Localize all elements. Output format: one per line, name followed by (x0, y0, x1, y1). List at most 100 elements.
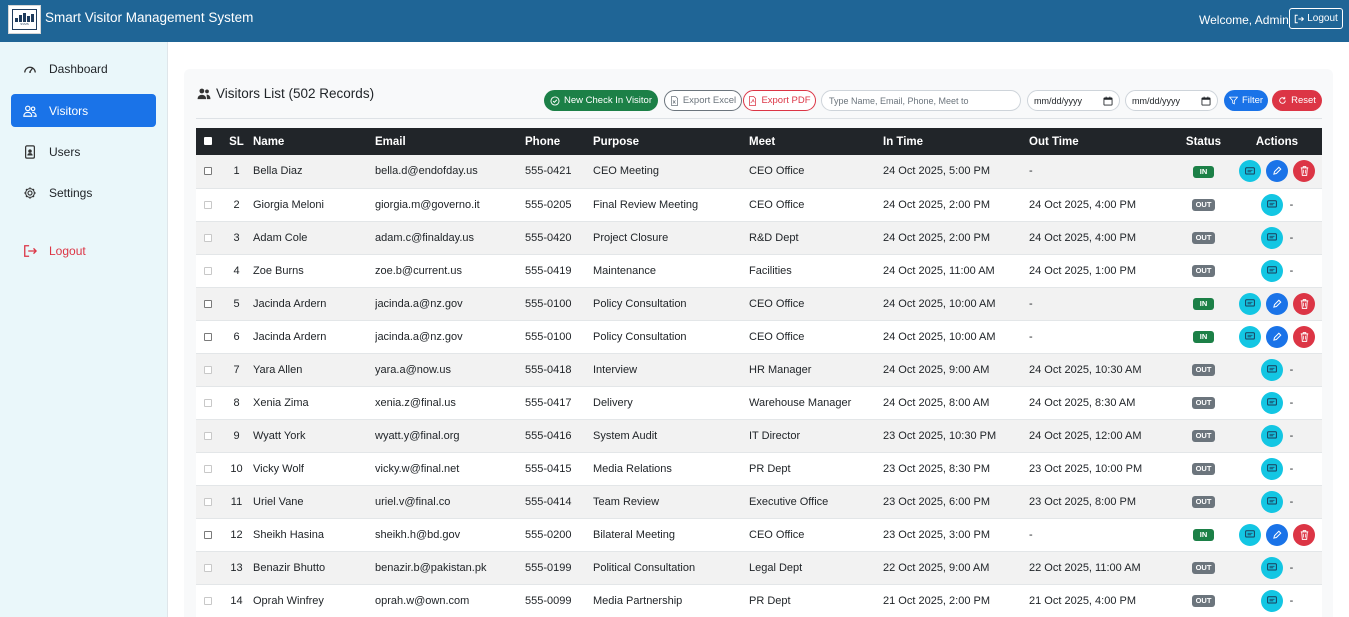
table-row[interactable]: 5 Jacinda Ardern jacinda.a@nz.gov 555-0100 P… (196, 287, 1322, 321)
cell-name: Xenia Zima (253, 386, 375, 420)
column-header-email: Email (375, 128, 525, 155)
row-checkbox[interactable] (204, 233, 212, 242)
row-actions: - (1232, 424, 1322, 447)
view-message-button[interactable] (1260, 490, 1283, 513)
cell-meet: PR Dept (749, 452, 883, 486)
export-pdf-button[interactable]: Export PDF (743, 90, 816, 111)
view-message-button[interactable] (1239, 325, 1261, 348)
delete-button[interactable] (1293, 523, 1315, 546)
cell-actions (1232, 155, 1322, 189)
view-message-button[interactable] (1260, 193, 1283, 216)
people-icon (22, 103, 38, 119)
table-row[interactable]: 3 Adam Cole adam.c@finalday.us 555-0420 Proj… (196, 221, 1322, 255)
sidebar-item-label: Dashboard (49, 61, 108, 76)
edit-button[interactable] (1266, 325, 1288, 348)
row-actions: - (1232, 490, 1322, 513)
trash-icon (1300, 331, 1309, 342)
cell-meet: Executive Office (749, 485, 883, 519)
sidebar-item-users[interactable]: Users (11, 135, 156, 168)
date-to-input[interactable]: mm/dd/yyyy (1125, 90, 1218, 111)
sidebar-item-label: Visitors (49, 103, 89, 118)
edit-button[interactable] (1266, 292, 1288, 315)
export-excel-button[interactable]: Export Excel (664, 90, 742, 111)
table-row[interactable]: 7 Yara Allen yara.a@now.us 555-0418 Intervie… (196, 353, 1322, 387)
sidebar-item-visitors[interactable]: Visitors (11, 94, 156, 127)
row-checkbox[interactable] (204, 365, 212, 374)
table-row[interactable]: 8 Xenia Zima xenia.z@final.us 555-0417 Deliv… (196, 386, 1322, 420)
search-input[interactable]: Type Name, Email, Phone, Meet to (821, 90, 1021, 111)
row-checkbox[interactable] (204, 431, 212, 440)
search-placeholder: Type Name, Email, Phone, Meet to (829, 95, 969, 106)
edit-button[interactable] (1266, 523, 1288, 546)
row-checkbox[interactable] (204, 497, 212, 506)
sidebar-item-dashboard[interactable]: Dashboard (11, 52, 156, 85)
table-row[interactable]: 9 Wyatt York wyatt.y@final.org 555-0416 Syst… (196, 419, 1322, 453)
table-row[interactable]: 13 Benazir Bhutto benazir.b@pakistan.pk 555… (196, 551, 1322, 585)
view-message-button[interactable] (1239, 160, 1261, 183)
cell-in-time: 23 Oct 2025, 10:30 PM (883, 419, 1029, 453)
row-checkbox[interactable] (204, 398, 212, 407)
date-from-input[interactable]: mm/dd/yyyy (1027, 90, 1120, 111)
table-row[interactable]: 6 Jacinda Ardern jacinda.a@nz.gov 555-0100 P… (196, 320, 1322, 354)
row-checkbox[interactable] (204, 563, 212, 572)
view-message-button[interactable] (1239, 292, 1261, 315)
table-row[interactable]: 2 Giorgia Meloni giorgia.m@governo.it 555-0… (196, 188, 1322, 222)
view-message-button[interactable] (1260, 424, 1283, 447)
row-checkbox[interactable] (204, 266, 212, 275)
table-row[interactable]: 14 Oprah Winfrey oprah.w@own.com 555-0099 Me… (196, 584, 1322, 617)
delete-button[interactable] (1293, 325, 1315, 348)
cell-purpose: Final Review Meeting (593, 188, 749, 222)
column-header-status: Status (1175, 128, 1232, 155)
row-checkbox[interactable] (204, 200, 212, 209)
calendar-icon[interactable] (1103, 96, 1113, 106)
view-message-button[interactable] (1260, 457, 1283, 480)
status-badge: IN (1193, 165, 1214, 178)
row-checkbox[interactable] (204, 464, 212, 473)
table-row[interactable]: 12 Sheikh Hasina sheikh.h@bd.gov 555-0200 Bi… (196, 518, 1322, 552)
table-row[interactable]: 4 Zoe Burns zoe.b@current.us 555-0419 Mainte… (196, 254, 1322, 288)
new-check-in-label: New Check In Visitor (564, 95, 652, 106)
cell-status: IN (1175, 518, 1232, 552)
row-select-cell (196, 485, 220, 519)
cell-phone: 555-0420 (525, 221, 593, 255)
cell-phone: 555-0414 (525, 485, 593, 519)
sidebar: Dashboard Visitors Users Settings Logout (0, 42, 168, 617)
reset-button[interactable]: Reset (1272, 90, 1322, 111)
cell-phone: 555-0417 (525, 386, 593, 420)
cell-name: Bella Diaz (253, 155, 375, 189)
cell-meet: R&D Dept (749, 221, 883, 255)
calendar-icon[interactable] (1201, 96, 1211, 106)
view-message-button[interactable] (1260, 358, 1283, 381)
cell-phone: 555-0200 (525, 518, 593, 552)
view-message-button[interactable] (1239, 523, 1261, 546)
new-check-in-button[interactable]: New Check In Visitor (544, 90, 658, 111)
row-checkbox[interactable] (204, 167, 212, 176)
table-row[interactable]: 11 Uriel Vane uriel.v@final.co 555-0414 Team… (196, 485, 1322, 519)
view-message-button[interactable] (1260, 589, 1283, 612)
view-message-button[interactable] (1260, 226, 1283, 249)
view-message-button[interactable] (1260, 259, 1283, 282)
cell-actions (1232, 518, 1322, 552)
filter-button[interactable]: Filter (1224, 90, 1268, 111)
view-message-button[interactable] (1260, 391, 1283, 414)
cell-phone: 555-0416 (525, 419, 593, 453)
sidebar-item-settings[interactable]: Settings (11, 176, 156, 209)
export-pdf-label: Export PDF (761, 95, 811, 106)
row-checkbox[interactable] (204, 299, 212, 308)
delete-button[interactable] (1293, 160, 1315, 183)
select-all-checkbox[interactable] (204, 137, 212, 146)
header-logout-button[interactable]: Logout (1289, 8, 1343, 29)
cell-name: Adam Cole (253, 221, 375, 255)
table-row[interactable]: 10 Vicky Wolf vicky.w@final.net 555-0415 Med… (196, 452, 1322, 486)
row-checkbox[interactable] (204, 596, 212, 605)
people-icon (197, 88, 211, 99)
row-checkbox[interactable] (204, 332, 212, 341)
edit-button[interactable] (1266, 160, 1288, 183)
sidebar-logout[interactable]: Logout (11, 234, 156, 267)
app-logo[interactable]: SVMS (8, 5, 41, 34)
row-checkbox[interactable] (204, 530, 212, 539)
delete-button[interactable] (1293, 292, 1315, 315)
view-message-button[interactable] (1260, 556, 1283, 579)
table-row[interactable]: 1 Bella Diaz bella.d@endofday.us 555-0421 CE… (196, 155, 1322, 189)
gear-icon (22, 185, 38, 201)
